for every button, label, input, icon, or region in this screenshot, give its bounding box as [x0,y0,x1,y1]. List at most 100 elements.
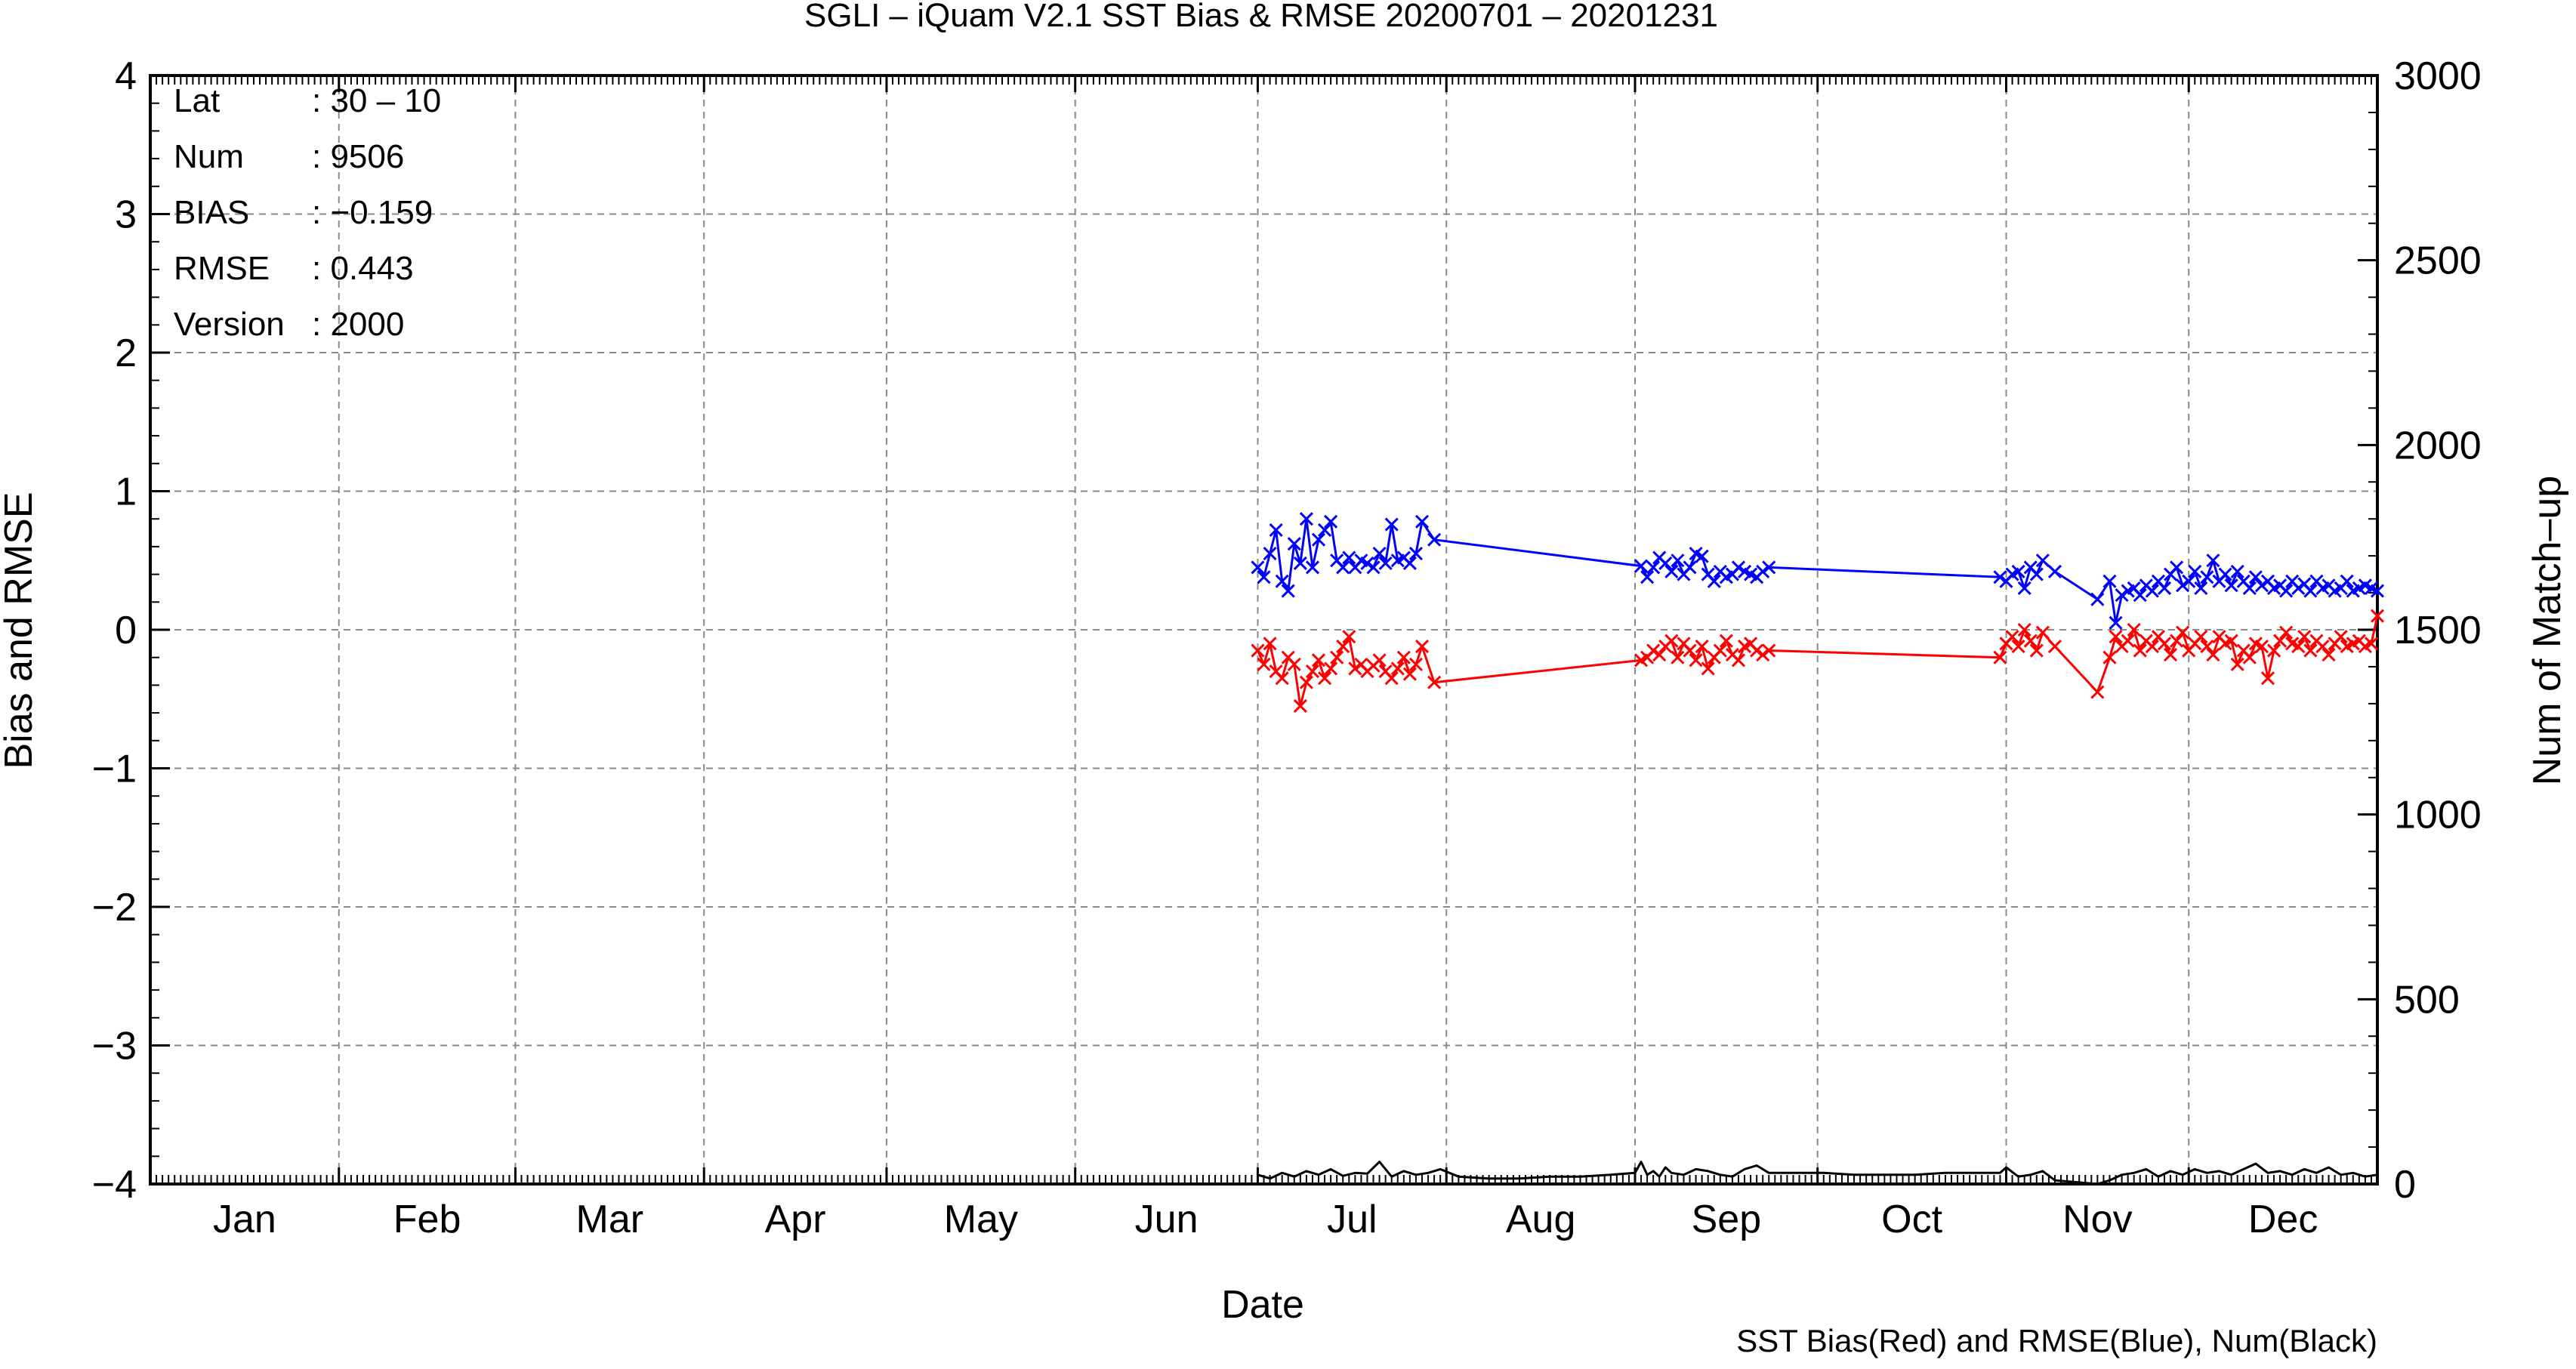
marker-stroke [2151,630,2165,644]
x-tick-label: Oct [1881,1198,1942,1241]
marker-stroke [1384,517,1399,532]
marker-stroke [2236,574,2251,588]
marker-stroke [2017,581,2031,596]
data-point-rmse [1634,559,1649,573]
data-point-rmse [1305,560,1320,575]
marker-stroke [1299,512,1313,526]
marker-stroke [2370,584,2385,598]
marker-stroke [1390,661,1405,676]
series-line-num [1257,1161,2378,1186]
marker-stroke [1658,556,1673,570]
marker-stroke [1689,653,1703,668]
x-tick-label: Dec [2248,1198,2318,1241]
data-point-rmse [1311,532,1326,547]
data-point-bias [1348,661,1362,676]
marker-stroke [2133,588,2147,603]
data-point-bias [1646,643,1661,658]
marker-stroke [1396,650,1411,664]
marker-stroke [2297,630,2312,644]
marker-stroke [2188,564,2202,578]
marker-stroke [2194,581,2208,596]
data-point-rmse [1324,514,1338,529]
marker-stroke [2303,643,2318,658]
marker-stroke [1408,547,1423,561]
marker-stroke [2242,581,2257,596]
marker-stroke [2115,588,2129,603]
marker-stroke [1305,560,1320,575]
marker-stroke [2194,630,2208,644]
marker-stroke [2170,560,2184,575]
data-point-rmse [1762,560,1776,575]
x-tick-label: Feb [393,1198,461,1241]
data-point-bias [1762,643,1776,658]
data-point-bias [1275,671,1289,686]
data-point-bias [2273,634,2288,648]
marker-stroke [2224,634,2238,648]
x-tick-label: May [944,1198,1018,1241]
marker-stroke [1251,643,1265,658]
marker-stroke [1731,560,1746,575]
data-point-rmse [1257,570,1271,584]
data-point-bias [1731,653,1746,668]
series-bias [1251,609,2385,713]
data-point-rmse [1287,537,1301,551]
data-point-rmse [1251,560,1265,575]
marker-stroke [1402,556,1417,570]
data-point-bias [2170,634,2184,648]
marker-stroke [1664,634,1679,648]
marker-stroke [2297,577,2312,591]
data-point-rmse [2303,584,2318,598]
data-point-rmse [2102,574,2117,588]
x-tick-label: Aug [1506,1198,1576,1241]
data-point-rmse [2242,581,2257,596]
marker-stroke [2035,625,2050,640]
data-point-rmse [2176,578,2190,593]
data-point-rmse [1269,523,1283,537]
y-tick-label: 0 [115,609,137,652]
data-point-bias [1330,650,1344,664]
data-point-rmse [2035,553,2050,568]
marker-stroke [1664,564,1679,578]
marker-stroke [2248,570,2263,584]
data-point-bias [2364,637,2379,651]
stats-label: Lat [174,82,220,119]
marker-stroke [1311,653,1326,668]
data-point-bias [2315,639,2330,654]
marker-stroke [1336,639,1350,654]
data-point-bias [2157,637,2172,651]
data-point-bias [1664,634,1679,648]
data-point-rmse [1664,564,1679,578]
marker-stroke [2035,553,2050,568]
data-point-bias [2266,643,2281,658]
data-point-bias [1318,671,1332,686]
data-point-bias [1713,643,1727,658]
marker-stroke [1348,661,1362,676]
marker-stroke [1330,650,1344,664]
marker-stroke [1756,647,1770,662]
data-point-bias [1324,661,1338,676]
marker-stroke [2334,630,2348,644]
x-tick-label: Mar [576,1198,644,1241]
marker-stroke [1263,547,1277,561]
data-point-bias [1427,675,1442,689]
data-point-bias [2334,630,2348,644]
y-axis-tick-labels: 4 3 2 1 0 −1 −2 −3 −4 [92,54,137,1207]
data-point-bias [1408,657,1423,671]
marker-stroke [1713,643,1727,658]
x-tick-label: Jun [1135,1198,1199,1241]
marker-stroke [2309,574,2324,588]
data-point-bias [2090,685,2105,699]
marker-stroke [1336,560,1350,575]
data-point-bias [1414,639,1430,654]
marker-stroke [1707,574,1721,588]
marker-stroke [2047,564,2062,578]
marker-stroke [2200,570,2214,584]
data-point-bias [1689,653,1703,668]
data-point-bias [1756,647,1770,662]
data-point-bias [2163,647,2178,662]
marker-stroke [1275,574,1289,588]
x-axis-tick-labels: Jan Feb Mar Apr May Jun Jul Aug Sep Oct Nov Dec [213,1198,2318,1241]
y-tick-label: −3 [92,1025,137,1068]
stats-label: RMSE [174,250,270,287]
marker-stroke [1287,657,1301,671]
